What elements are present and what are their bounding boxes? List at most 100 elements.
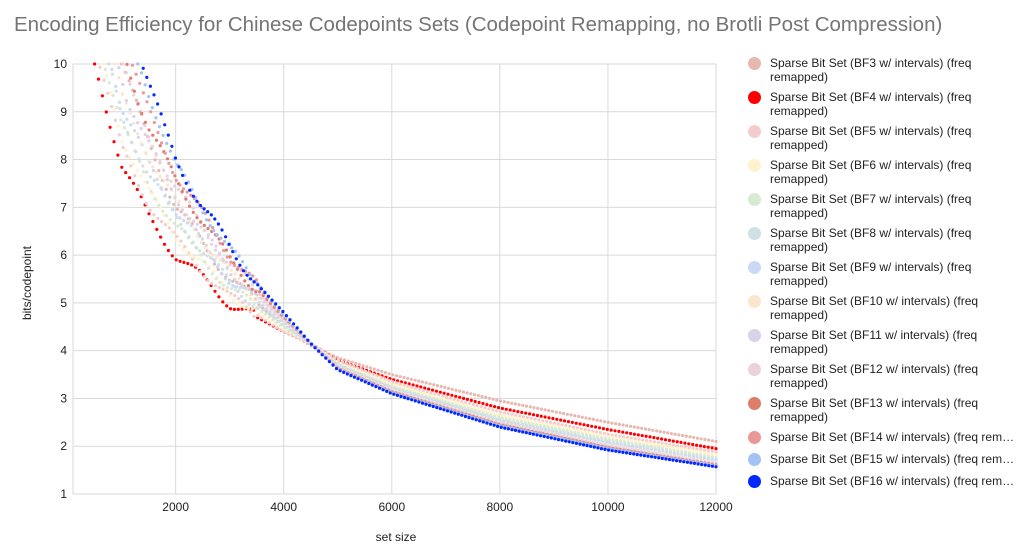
data-point xyxy=(115,106,119,110)
data-point xyxy=(224,248,228,252)
data-point xyxy=(236,289,240,294)
data-point xyxy=(532,406,536,410)
data-point xyxy=(512,409,516,413)
data-point xyxy=(270,298,274,302)
data-point xyxy=(228,307,233,311)
data-point xyxy=(195,199,199,203)
legend-label: Sparse Bit Set (BF12 w/ intervals) (freq… xyxy=(770,362,979,390)
data-point xyxy=(611,438,615,442)
data-point xyxy=(265,300,269,304)
series-14 xyxy=(141,66,718,469)
data-point xyxy=(464,400,468,404)
data-point xyxy=(136,62,140,66)
data-point xyxy=(453,400,457,404)
data-point xyxy=(117,133,121,137)
data-point xyxy=(516,410,520,414)
data-point xyxy=(580,415,584,419)
data-point xyxy=(383,371,387,375)
data-point xyxy=(528,431,532,436)
data-point xyxy=(136,183,141,188)
data-point xyxy=(290,330,294,334)
data-point xyxy=(179,168,183,172)
data-point xyxy=(614,449,618,453)
y-tick-label: 2 xyxy=(60,439,67,453)
data-point xyxy=(485,403,489,407)
data-point xyxy=(275,320,279,324)
data-point xyxy=(229,260,233,264)
data-point xyxy=(281,309,285,314)
data-point xyxy=(156,216,160,220)
data-point xyxy=(556,438,561,442)
data-point xyxy=(687,445,691,450)
data-point xyxy=(546,425,550,429)
data-point xyxy=(565,412,570,416)
data-point xyxy=(668,442,672,446)
data-point xyxy=(618,437,622,441)
data-point xyxy=(584,416,588,420)
data-point xyxy=(242,306,247,310)
data-point xyxy=(158,144,162,148)
data-point xyxy=(572,428,576,432)
data-point xyxy=(591,417,596,421)
data-point xyxy=(166,248,170,253)
data-point xyxy=(133,129,137,133)
data-point xyxy=(394,381,399,385)
data-point xyxy=(420,380,425,384)
data-point xyxy=(609,428,613,432)
data-point xyxy=(548,420,553,424)
data-point xyxy=(159,235,163,239)
data-point xyxy=(468,401,472,405)
data-point xyxy=(691,446,695,450)
series-1 xyxy=(120,62,718,443)
y-tick-label: 1 xyxy=(60,487,67,501)
data-point xyxy=(403,396,407,400)
data-point xyxy=(546,435,550,439)
data-point xyxy=(225,255,229,259)
data-point xyxy=(262,296,266,300)
data-point xyxy=(449,399,454,403)
data-point xyxy=(169,187,173,191)
data-point xyxy=(150,106,154,110)
data-point xyxy=(472,393,477,397)
data-point xyxy=(603,420,607,424)
data-point xyxy=(155,227,159,231)
data-point xyxy=(461,403,465,407)
data-point xyxy=(157,203,161,207)
data-point xyxy=(656,436,660,440)
data-points xyxy=(93,62,718,469)
data-point xyxy=(103,67,107,71)
data-point xyxy=(224,273,228,277)
data-point xyxy=(169,165,173,169)
data-point xyxy=(169,179,173,183)
data-point xyxy=(438,407,442,411)
data-point xyxy=(179,239,183,243)
data-point xyxy=(200,237,205,241)
data-point xyxy=(112,107,116,112)
data-point xyxy=(518,417,523,421)
data-point xyxy=(587,431,592,435)
data-point xyxy=(147,128,151,132)
data-point xyxy=(564,426,569,430)
data-point xyxy=(493,414,497,418)
data-point xyxy=(195,222,199,226)
data-point xyxy=(180,208,184,212)
data-point xyxy=(143,120,147,124)
data-point xyxy=(702,451,707,455)
data-point xyxy=(685,460,690,464)
legend-swatch xyxy=(748,431,761,444)
data-point xyxy=(398,375,402,379)
data-point xyxy=(113,118,117,122)
data-point xyxy=(456,398,460,402)
data-point xyxy=(167,226,171,230)
data-point xyxy=(189,224,193,228)
data-point xyxy=(156,183,160,187)
data-point xyxy=(588,433,592,438)
data-point xyxy=(392,383,396,387)
data-point xyxy=(352,375,356,379)
data-point xyxy=(528,405,532,409)
grid xyxy=(72,63,717,495)
data-point xyxy=(236,266,240,270)
data-point xyxy=(675,459,679,463)
data-point xyxy=(180,227,184,231)
data-point xyxy=(470,407,474,412)
